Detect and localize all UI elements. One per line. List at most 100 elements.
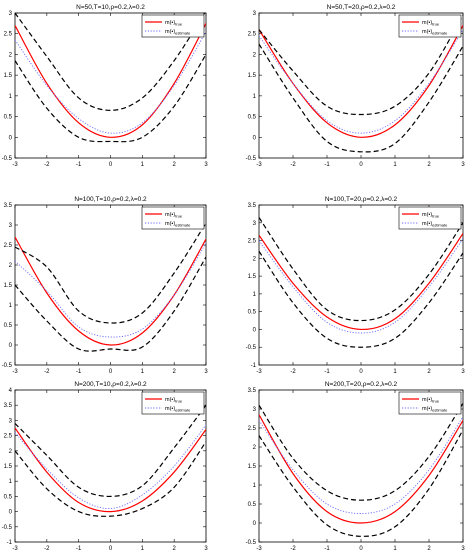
series-line-lower-band	[15, 54, 206, 143]
y-tick-label: -1	[251, 363, 257, 369]
x-tick-label: -1	[76, 546, 82, 550]
y-tick-label: 2.5	[248, 239, 257, 245]
x-tick-label: 2	[427, 162, 431, 168]
panel-5: N=200,T=10,ρ=0.2,λ=0.2 -3 -2 -1 0 1 2 3 -1 -0.5 0 0…	[2, 381, 209, 552]
y-tick-label: 4	[9, 388, 13, 394]
legend-label-true: m(•)true	[165, 20, 183, 27]
y-tick-label: 1	[9, 303, 13, 309]
series-line-upper-band	[15, 404, 206, 498]
legend: m(•)true m(•)estimate	[398, 14, 462, 38]
y-tick-label: 1.5	[248, 274, 257, 280]
x-tick-label: 3	[204, 369, 208, 375]
x-tick-label: -3	[12, 162, 18, 168]
series-line-upper-band	[15, 13, 206, 111]
legend-label-estimate: m(•)estimate	[165, 406, 191, 413]
y-tick-label: 1.5	[4, 283, 13, 289]
y-tick-label: 2	[253, 445, 257, 451]
y-tick-label: 0	[9, 135, 13, 141]
x-tick-label: -1	[324, 369, 330, 375]
y-tick-label: 0.5	[4, 115, 13, 121]
x-tick-label: 3	[204, 162, 208, 168]
x-tick-label: 2	[172, 162, 176, 168]
legend: m(•)true m(•)estimate	[141, 391, 205, 415]
series-line-true	[15, 23, 206, 138]
x-tick-label: 3	[204, 546, 208, 550]
y-tick-label: 3	[9, 223, 13, 229]
legend-label-true: m(•)true	[422, 20, 440, 27]
legend: m(•)true m(•)estimate	[141, 14, 205, 38]
x-tick-label: -3	[256, 369, 262, 375]
y-tick-label: 0	[253, 521, 257, 527]
panel-4: N=100,T=20,ρ=0.2,λ=0.2 -3 -2 -1 0 1 2 3 -1 -0.5 0 0…	[246, 196, 466, 375]
series-line-estimate	[259, 416, 463, 514]
legend-box	[398, 206, 462, 230]
series-line-upper-band	[259, 402, 463, 501]
y-tick-label: 1.5	[4, 464, 13, 470]
y-tick-label: 1	[9, 94, 13, 100]
x-tick-label: 0	[109, 369, 113, 375]
y-tick-label: 0	[9, 510, 13, 516]
y-tick-label: 3	[253, 221, 257, 227]
panel-2: N=50,T=20,ρ=0.2,λ=0.2 -3 -2 -1 0 1 2 3 -0.5 0 0.5 1…	[246, 4, 466, 168]
series-line-upper-band	[259, 14, 463, 116]
y-tick-label: 0	[253, 135, 257, 141]
series-line-lower-band	[15, 256, 206, 352]
y-tick-label: -0.5	[246, 540, 257, 546]
y-tick-label: 2.5	[248, 32, 257, 38]
x-tick-label: -1	[76, 162, 82, 168]
y-tick-label: 3	[9, 11, 13, 17]
y-tick-label: -0.5	[2, 525, 13, 531]
legend: m(•)true m(•)estimate	[398, 206, 462, 230]
x-tick-label: -2	[44, 546, 50, 550]
x-tick-label: -2	[290, 546, 296, 550]
panel-1: N=50,T=10,ρ=0.2,λ=0.2 -3 -2 -1 0 1 2 3 -0.5 0 0.5 1…	[2, 4, 209, 168]
y-tick-label: 3	[253, 11, 257, 17]
y-tick-label: 1	[253, 94, 257, 100]
x-tick-label: 2	[427, 369, 431, 375]
y-tick-label: 1	[253, 292, 257, 298]
y-tick-label: 1.5	[4, 73, 13, 79]
y-tick-label: 2.5	[248, 426, 257, 432]
x-tick-label: 3	[461, 369, 465, 375]
x-tick-label: 3	[461, 162, 465, 168]
y-tick-label: 2.5	[4, 243, 13, 249]
chart-title: N=200,T=10,ρ=0.2,λ=0.2	[74, 381, 147, 388]
x-tick-label: 1	[393, 369, 397, 375]
x-tick-label: -1	[324, 162, 330, 168]
series-line-upper-band	[259, 217, 463, 322]
legend-label-estimate: m(•)estimate	[165, 221, 191, 228]
series-line-lower-band	[259, 250, 463, 348]
legend-label-true: m(•)true	[165, 397, 183, 404]
x-tick-label: -2	[290, 162, 296, 168]
x-tick-label: 2	[172, 546, 176, 550]
y-tick-label: -0.5	[2, 156, 13, 162]
x-tick-label: -2	[44, 162, 50, 168]
x-tick-label: 1	[141, 546, 145, 550]
x-tick-label: 0	[359, 369, 363, 375]
x-tick-label: 0	[109, 546, 113, 550]
legend-label-estimate: m(•)estimate	[165, 29, 191, 36]
x-tick-label: 1	[141, 369, 145, 375]
x-tick-label: -3	[256, 162, 262, 168]
y-tick-label: -0.5	[246, 156, 257, 162]
series-line-true	[259, 414, 463, 524]
x-tick-label: -1	[76, 369, 82, 375]
data-layer	[259, 14, 463, 153]
y-tick-label: 0	[253, 327, 257, 333]
series-line-true	[15, 427, 206, 513]
legend-label-estimate: m(•)estimate	[422, 221, 448, 228]
series-line-true	[15, 236, 206, 346]
data-layer	[15, 13, 206, 143]
series-line-estimate	[259, 238, 463, 334]
series-line-true	[259, 233, 463, 331]
y-tick-label: 3	[9, 418, 13, 424]
chart-title: N=100,T=10,ρ=0.2,λ=0.2	[74, 196, 147, 203]
y-tick-label: 3.5	[248, 388, 257, 394]
data-layer	[259, 402, 463, 537]
series-line-lower-band	[15, 441, 206, 517]
series-line-lower-band	[259, 429, 463, 537]
y-tick-label: 2.5	[4, 32, 13, 38]
panel-6: N=200,T=20,ρ=0.2,λ=0.2 -3 -2 -1 0 1 2 3 -0.5 0 0.5…	[246, 381, 466, 552]
